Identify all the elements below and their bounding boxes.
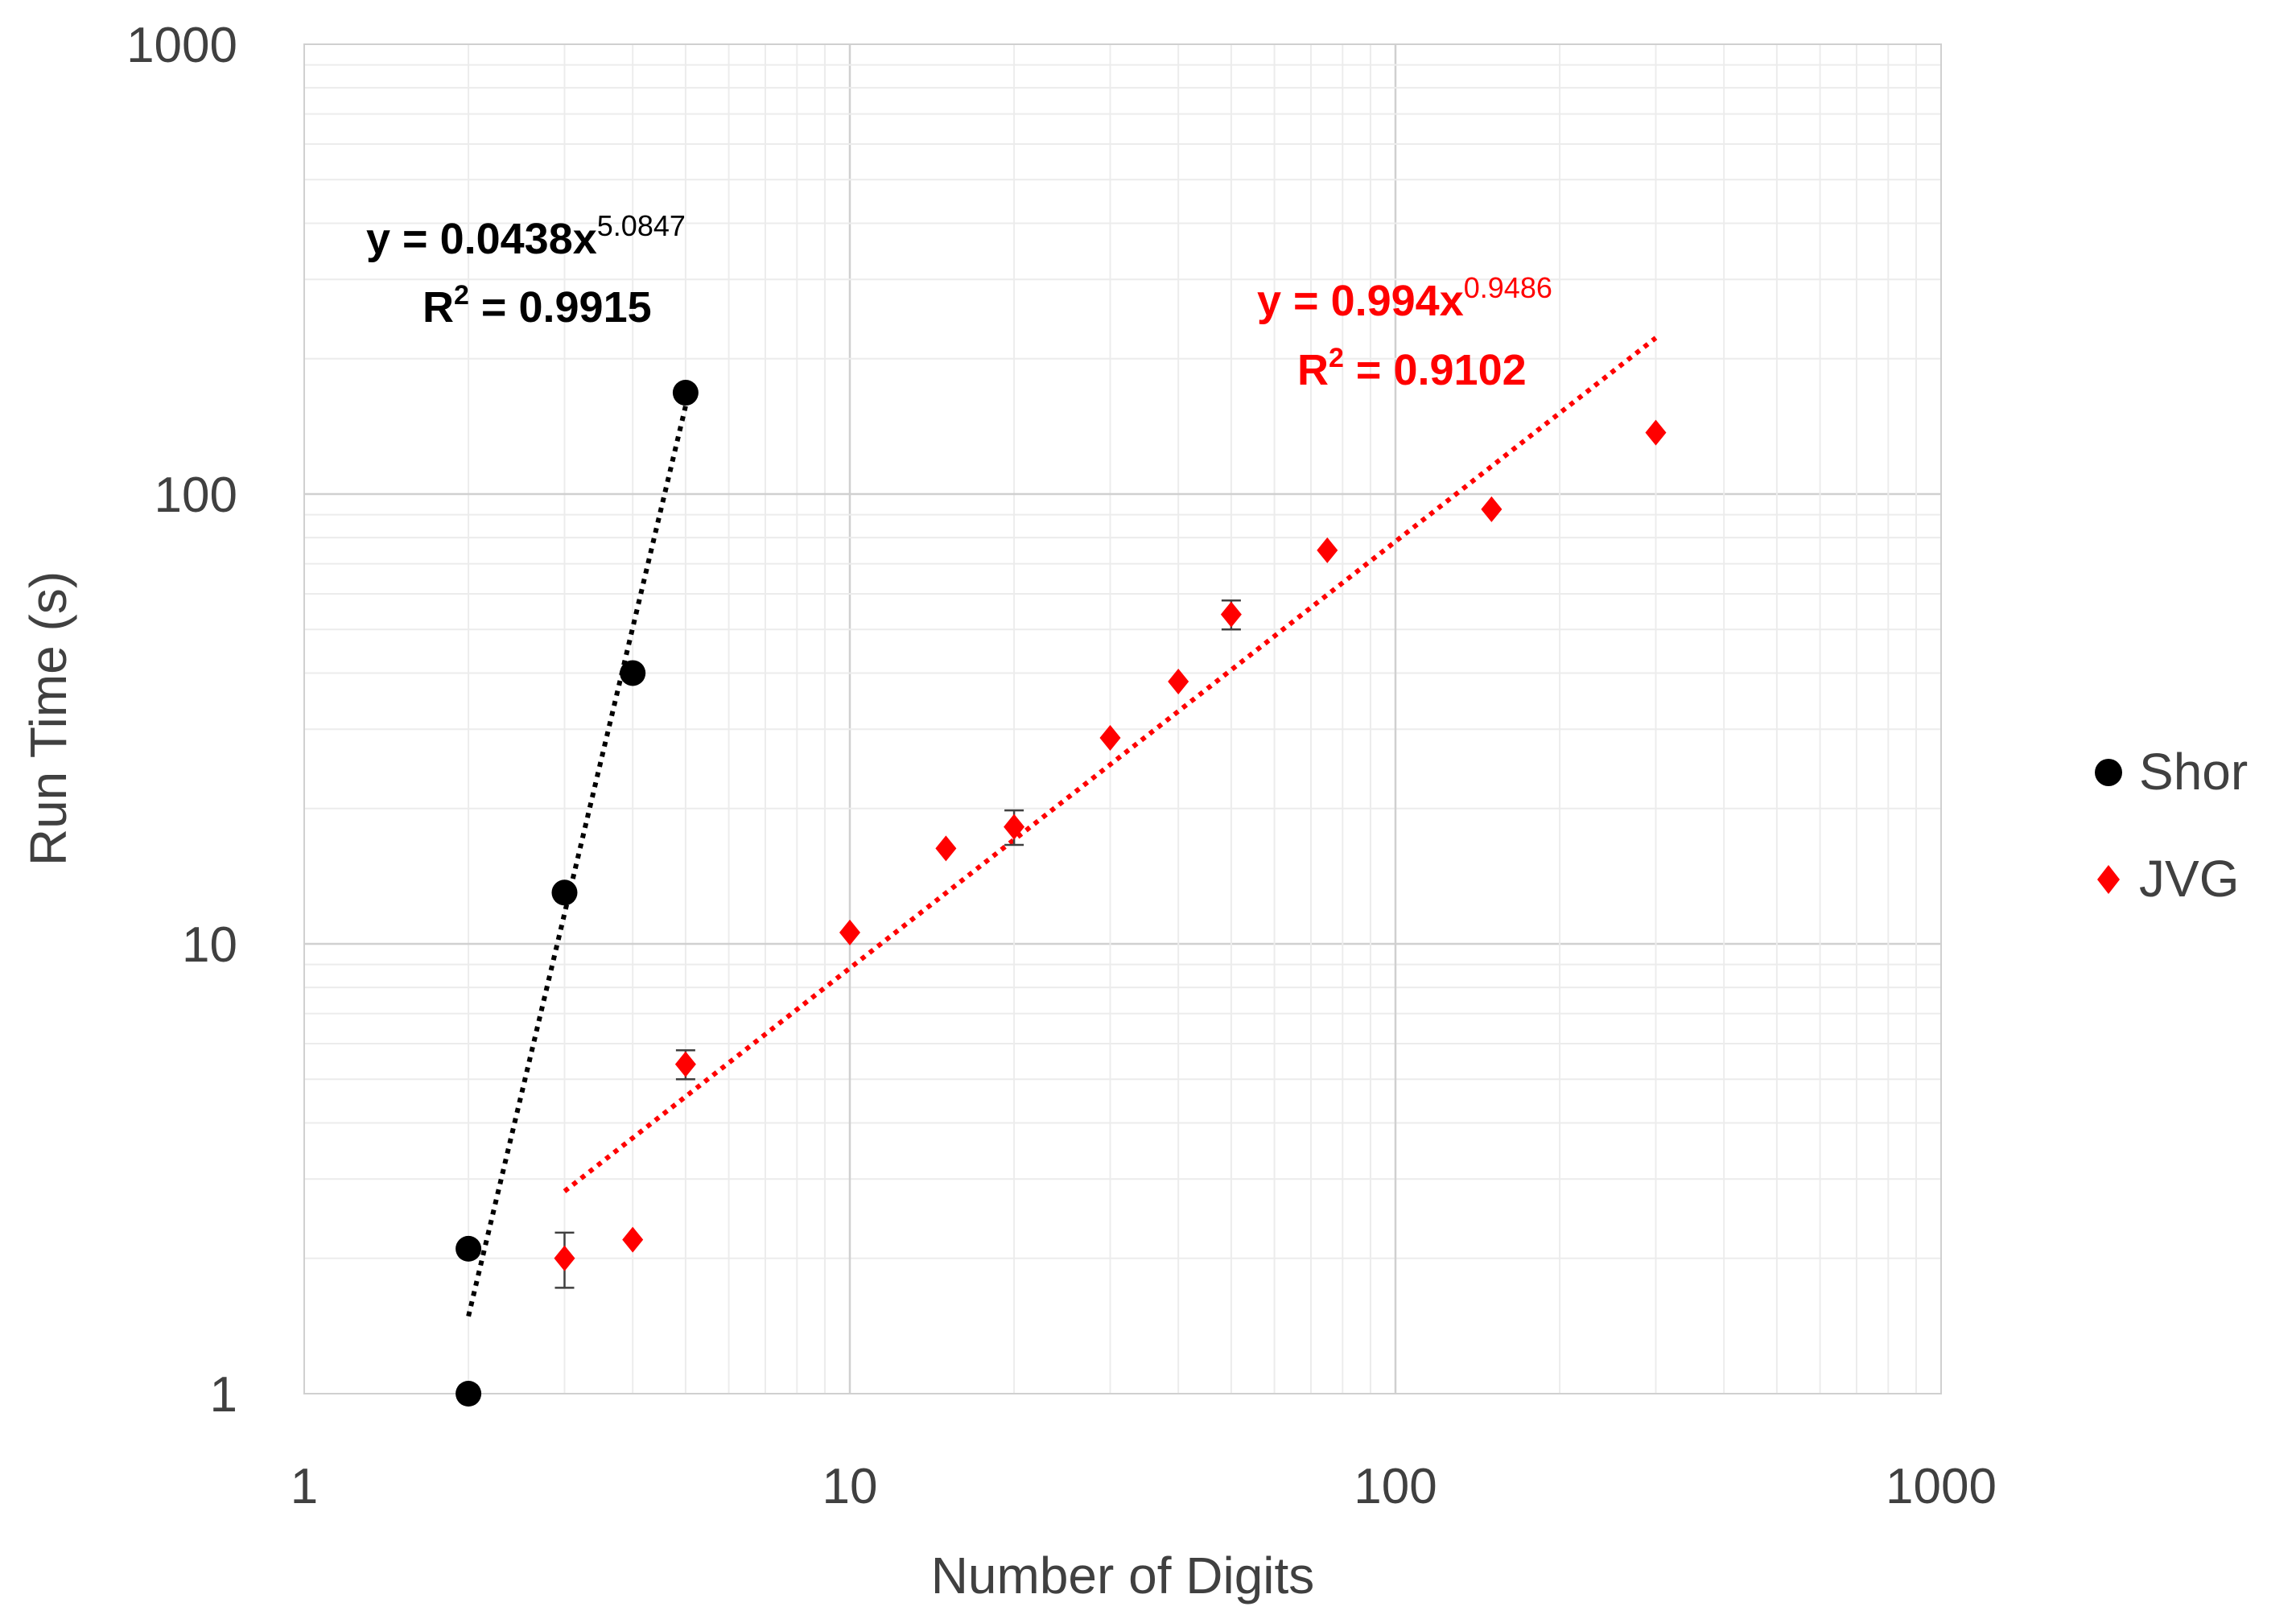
shor-data-point [672, 380, 699, 406]
jvg-data-point [1645, 419, 1667, 446]
jvg-r2-label: R [1297, 346, 1329, 394]
legend-marker-shor [2095, 759, 2122, 786]
jvg-data-point [839, 919, 860, 945]
shor-r2-value: = 0.9915 [469, 283, 652, 332]
x-tick-label: 1000 [1886, 1459, 1997, 1514]
jvg-data-point [674, 1051, 696, 1077]
jvg-trendline [563, 336, 1658, 1193]
jvg-data-point [622, 1226, 644, 1253]
shor-equation-exponent: 5.0847 [597, 209, 686, 242]
shor-r2-label: R [423, 283, 454, 332]
tick-labels: 1 10 100 1000 1 10 100 1000 [126, 18, 1997, 1514]
x-axis-label: Number of Digits [931, 1547, 1315, 1604]
jvg-data-point [1481, 496, 1502, 522]
y-tick-label: 100 [155, 468, 237, 523]
jvg-trend-equation: y = 0.994x0.9486 [1257, 271, 1552, 325]
shor-data-point [455, 1381, 482, 1407]
jvg-data-point [935, 835, 957, 862]
x-tick-label: 1 [291, 1459, 318, 1514]
shor-data-point [455, 1235, 482, 1262]
jvg-data-point [1220, 601, 1242, 628]
jvg-equation-exponent: 0.9486 [1464, 271, 1552, 304]
y-tick-label: 1 [210, 1367, 237, 1423]
shor-data-point [620, 660, 646, 686]
jvg-data-point [1099, 725, 1121, 752]
data-points [455, 380, 1667, 1407]
jvg-data-point [554, 1245, 575, 1271]
jvg-equation-main: y = 0.994x [1257, 277, 1464, 325]
shor-data-point [551, 879, 578, 906]
jvg-r2-value: = 0.9102 [1344, 346, 1527, 394]
gridlines [304, 44, 1941, 1394]
jvg-trend-r2: R2 = 0.9102 [1297, 343, 1527, 394]
x-tick-label: 10 [822, 1459, 878, 1514]
y-tick-label: 1000 [126, 18, 237, 73]
jvg-data-point [1317, 537, 1338, 563]
legend-label-shor: Shor [2139, 743, 2248, 801]
y-tick-label: 10 [182, 917, 237, 973]
jvg-data-point [1168, 668, 1189, 694]
legend-marker-jvg [2097, 865, 2120, 894]
jvg-r2-superscript: 2 [1329, 343, 1344, 373]
shor-r2-superscript: 2 [454, 280, 469, 311]
shor-trend-r2: R2 = 0.9915 [423, 280, 652, 332]
legend-label-jvg: JVG [2139, 850, 2239, 908]
legend: Shor JVG [2095, 743, 2248, 908]
y-axis-label: Run Time (s) [19, 571, 77, 866]
jvg-data-point [1004, 814, 1025, 840]
plot-area-border [303, 43, 1942, 1394]
shor-equation-main: y = 0.0438x [366, 215, 597, 263]
x-tick-label: 100 [1354, 1459, 1437, 1514]
shor-trend-equation: y = 0.0438x5.0847 [366, 209, 686, 263]
trendlines [466, 336, 1658, 1317]
